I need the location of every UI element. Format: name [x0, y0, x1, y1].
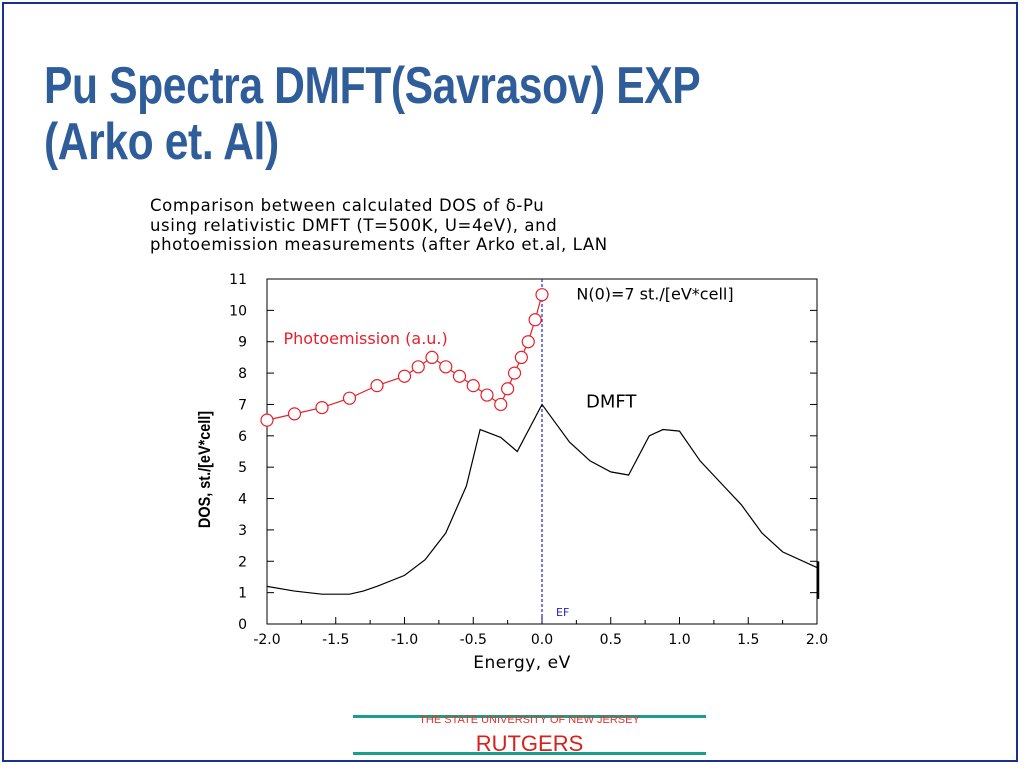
chart-caption: Comparison between calculated DOS of δ-P… — [150, 196, 910, 255]
photoemission-point — [466, 379, 480, 393]
y-tick-label: 1 — [238, 586, 247, 602]
x-axis-label: Energy, eV — [473, 653, 570, 673]
photoemission-point — [494, 397, 508, 412]
x-tick-label: 1.0 — [668, 632, 690, 648]
dmft-label: DMFT — [586, 392, 637, 413]
photoemission-point — [370, 379, 384, 393]
photoemission-point — [514, 350, 528, 365]
photoemission-point — [439, 360, 453, 374]
y-tick-label: 3 — [238, 523, 247, 539]
x-tick-label: -1.0 — [391, 632, 418, 648]
y-tick-label: 8 — [238, 366, 247, 382]
photoemission-point — [425, 350, 439, 365]
footer-rutgers-text: RUTGERS — [475, 731, 584, 756]
slide-title-line-1: Pu Spectra DMFT(Savrasov) EXP — [44, 57, 701, 115]
y-tick-label: 0 — [238, 617, 247, 633]
x-tick-label: 0.0 — [531, 632, 553, 648]
photoemission-point — [507, 366, 522, 380]
photoemission-point — [287, 407, 302, 421]
y-tick-label: 4 — [238, 492, 247, 508]
slide-title-line-2: (Arko et. Al) — [44, 113, 279, 171]
x-tick-label: 2.0 — [806, 632, 828, 648]
x-tick-label: 1.5 — [737, 632, 759, 648]
x-tick-label: -1.5 — [322, 632, 349, 648]
photoemission-point — [521, 335, 535, 349]
photoemission-label: Photoemission (a.u.) — [284, 329, 448, 348]
y-tick-label: 5 — [238, 460, 247, 476]
y-tick-label: 6 — [238, 429, 247, 445]
photoemission-point — [535, 288, 549, 302]
ef-label: EF — [556, 606, 569, 619]
photoemission-point — [452, 369, 467, 383]
photoemission-point — [501, 382, 515, 396]
footer-divider-bottom — [353, 752, 706, 755]
dmft-series-line — [266, 403, 818, 595]
photoemission-point — [342, 391, 357, 405]
y-tick-label: 2 — [238, 554, 247, 570]
photoemission-point — [260, 413, 274, 427]
x-tick-label: -0.5 — [460, 632, 487, 648]
y-tick-label: 9 — [238, 335, 247, 351]
x-tick-label: -2.0 — [253, 632, 280, 648]
footer-university-text: THE STATE UNIVERSITY OF NEW JERSEY — [419, 714, 640, 726]
photoemission-point — [528, 313, 542, 327]
y-tick-label: 11 — [229, 272, 247, 288]
y-tick-label: 10 — [229, 303, 247, 319]
photoemission-point — [480, 388, 494, 402]
x-tick-label: 0.5 — [600, 632, 622, 648]
slide-title: Pu Spectra DMFT(Savrasov) EXP (Arko et. … — [44, 58, 782, 170]
caption-line-2: using relativistic DMFT (T=500K, U=4eV),… — [150, 215, 558, 235]
y-tick-label: 7 — [238, 397, 247, 413]
footer-divider-top — [353, 715, 706, 718]
photoemission-point — [315, 400, 329, 415]
caption-line-3: photoemission measurements (after Arko e… — [150, 235, 608, 254]
y-axis-label: DOS, st./[eV*cell] — [196, 411, 214, 528]
dos-chart: 0 1 2 3 4 5 6 7 8 9 10 11 -2.0 -1.5 -1.0 -0.5 0.0 0.5 1.0 1… — [196, 272, 828, 673]
caption-line-1: Comparison between calculated DOS of δ-P… — [150, 196, 545, 215]
photoemission-point — [411, 360, 425, 374]
n0-annotation: N(0)=7 st./[eV*cell] — [576, 285, 733, 304]
photoemission-point — [397, 369, 412, 383]
